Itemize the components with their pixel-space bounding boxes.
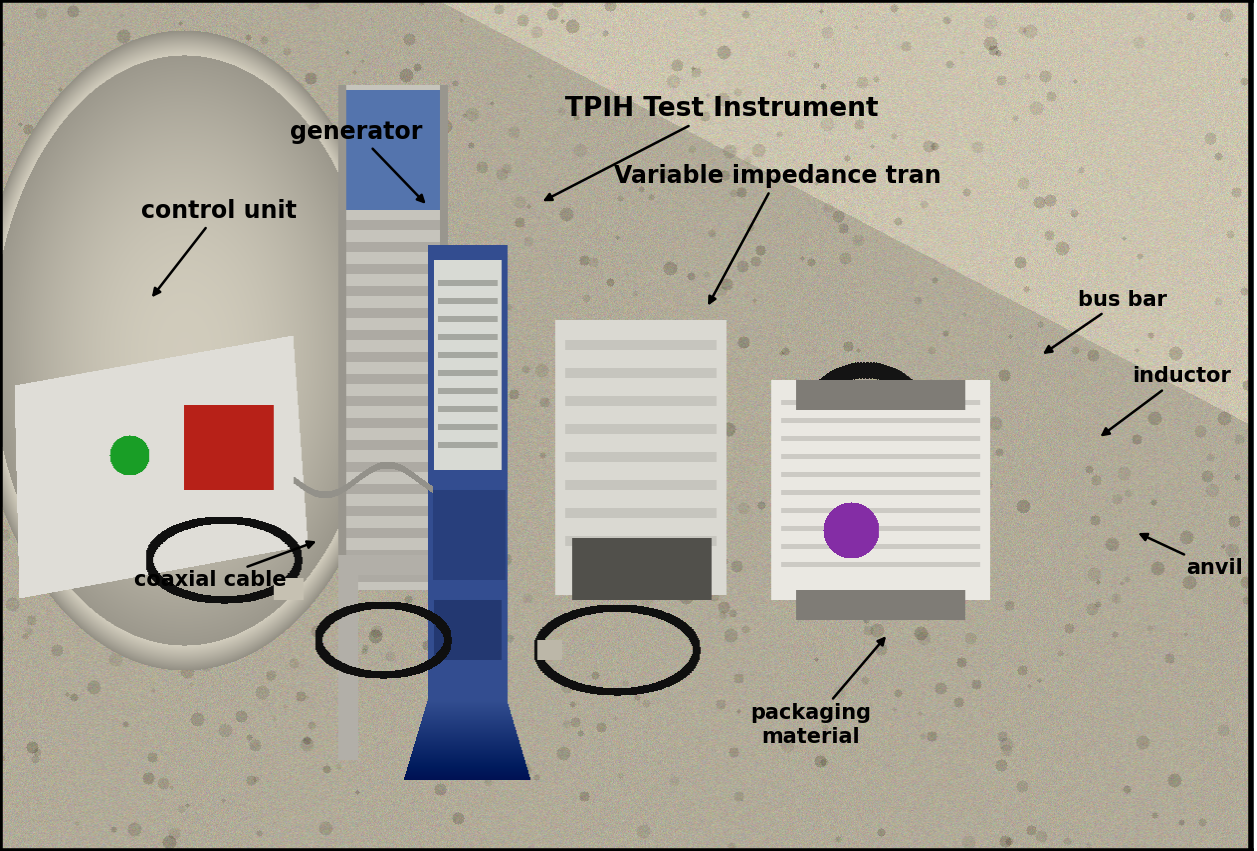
- Text: packaging
material: packaging material: [750, 638, 885, 746]
- Text: bus bar: bus bar: [1045, 289, 1166, 352]
- Text: Variable impedance tran: Variable impedance tran: [615, 164, 941, 303]
- Text: TPIH Test Instrument: TPIH Test Instrument: [546, 96, 879, 200]
- Text: coaxial cable: coaxial cable: [133, 541, 314, 591]
- Text: inductor: inductor: [1102, 366, 1231, 435]
- Text: anvil: anvil: [1140, 534, 1242, 579]
- Text: generator: generator: [290, 120, 424, 202]
- Text: control unit: control unit: [141, 199, 297, 295]
